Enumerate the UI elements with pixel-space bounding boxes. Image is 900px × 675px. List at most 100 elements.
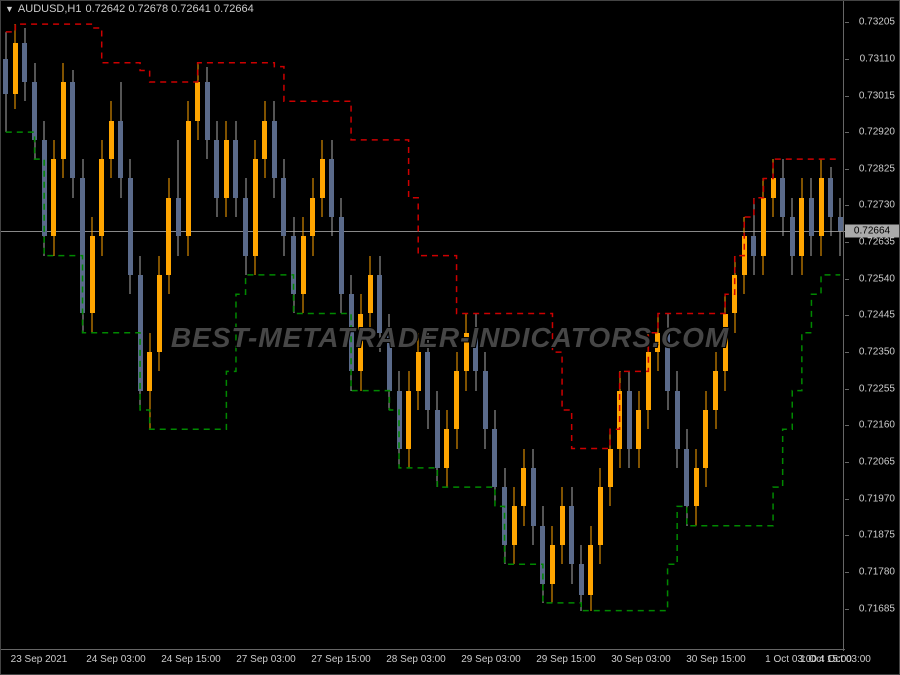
candle	[61, 1, 66, 626]
ohlc-label: 0.72642 0.72678 0.72641 0.72664	[86, 3, 254, 15]
candle	[492, 1, 497, 626]
chart-header: ▼ AUDUSD,H1 0.72642 0.72678 0.72641 0.72…	[5, 3, 254, 15]
candle	[253, 1, 258, 626]
candle	[118, 1, 123, 626]
candle	[224, 1, 229, 626]
candle	[483, 1, 488, 626]
candle	[828, 1, 833, 626]
candle	[349, 1, 354, 626]
candle	[176, 1, 181, 626]
candle	[809, 1, 814, 626]
y-tick: 0.72350	[859, 347, 895, 358]
candle	[579, 1, 584, 626]
candle	[569, 1, 574, 626]
y-tick: 0.72920	[859, 127, 895, 138]
candle	[128, 1, 133, 626]
candle	[195, 1, 200, 626]
candle	[425, 1, 430, 626]
candle	[444, 1, 449, 626]
candle	[723, 1, 728, 626]
candle	[262, 1, 267, 626]
candle	[646, 1, 651, 626]
candle	[70, 1, 75, 626]
candle	[243, 1, 248, 626]
y-tick: 0.71780	[859, 566, 895, 577]
candle	[771, 1, 776, 626]
candle	[675, 1, 680, 626]
candle	[358, 1, 363, 626]
candle	[397, 1, 402, 626]
candle	[713, 1, 718, 626]
plot-area[interactable]	[1, 1, 845, 651]
candle	[99, 1, 104, 626]
candle	[406, 1, 411, 626]
candle	[694, 1, 699, 626]
candle	[751, 1, 756, 626]
candle	[550, 1, 555, 626]
y-tick: 0.72635	[859, 237, 895, 248]
y-tick: 0.72255	[859, 383, 895, 394]
y-tick: 0.72540	[859, 273, 895, 284]
x-tick: 4 Oct 03:00	[819, 654, 871, 665]
x-tick: 27 Sep 15:00	[311, 654, 371, 665]
candle	[205, 1, 210, 626]
candle	[627, 1, 632, 626]
dropdown-icon[interactable]: ▼	[5, 4, 14, 14]
candle	[780, 1, 785, 626]
y-tick: 0.72065	[859, 457, 895, 468]
candle	[272, 1, 277, 626]
candle	[588, 1, 593, 626]
candle	[13, 1, 18, 626]
candle	[214, 1, 219, 626]
candle	[377, 1, 382, 626]
candle	[655, 1, 660, 626]
candle	[531, 1, 536, 626]
candle	[636, 1, 641, 626]
x-tick: 23 Sep 2021	[11, 654, 68, 665]
candle	[310, 1, 315, 626]
y-tick: 0.73205	[859, 17, 895, 28]
candle	[684, 1, 689, 626]
candle	[32, 1, 37, 626]
candle	[339, 1, 344, 626]
y-tick: 0.72730	[859, 200, 895, 211]
candle	[799, 1, 804, 626]
candle	[617, 1, 622, 626]
candle	[51, 1, 56, 626]
candle	[186, 1, 191, 626]
candle	[454, 1, 459, 626]
candle	[3, 1, 8, 626]
symbol-label: AUDUSD,H1	[18, 3, 82, 15]
y-tick: 0.72160	[859, 420, 895, 431]
candle	[560, 1, 565, 626]
candle	[540, 1, 545, 626]
y-tick: 0.72445	[859, 310, 895, 321]
candle	[291, 1, 296, 626]
y-tick: 0.72825	[859, 163, 895, 174]
candle	[301, 1, 306, 626]
candle	[761, 1, 766, 626]
candle	[109, 1, 114, 626]
candle	[90, 1, 95, 626]
candle	[368, 1, 373, 626]
candle	[166, 1, 171, 626]
candle	[521, 1, 526, 626]
y-tick: 0.71685	[859, 603, 895, 614]
y-tick: 0.71875	[859, 530, 895, 541]
candle	[790, 1, 795, 626]
candle	[233, 1, 238, 626]
y-tick: 0.73110	[860, 53, 895, 64]
candle	[598, 1, 603, 626]
candle	[147, 1, 152, 626]
x-tick: 29 Sep 03:00	[461, 654, 521, 665]
candle	[320, 1, 325, 626]
y-tick: 0.73015	[859, 90, 895, 101]
x-axis: 23 Sep 202124 Sep 03:0024 Sep 15:0027 Se…	[1, 649, 845, 674]
candle	[464, 1, 469, 626]
x-tick: 28 Sep 03:00	[386, 654, 446, 665]
candle	[502, 1, 507, 626]
candle	[703, 1, 708, 626]
current-price-tag: 0.72664	[845, 224, 899, 237]
candle	[732, 1, 737, 626]
candle	[329, 1, 334, 626]
